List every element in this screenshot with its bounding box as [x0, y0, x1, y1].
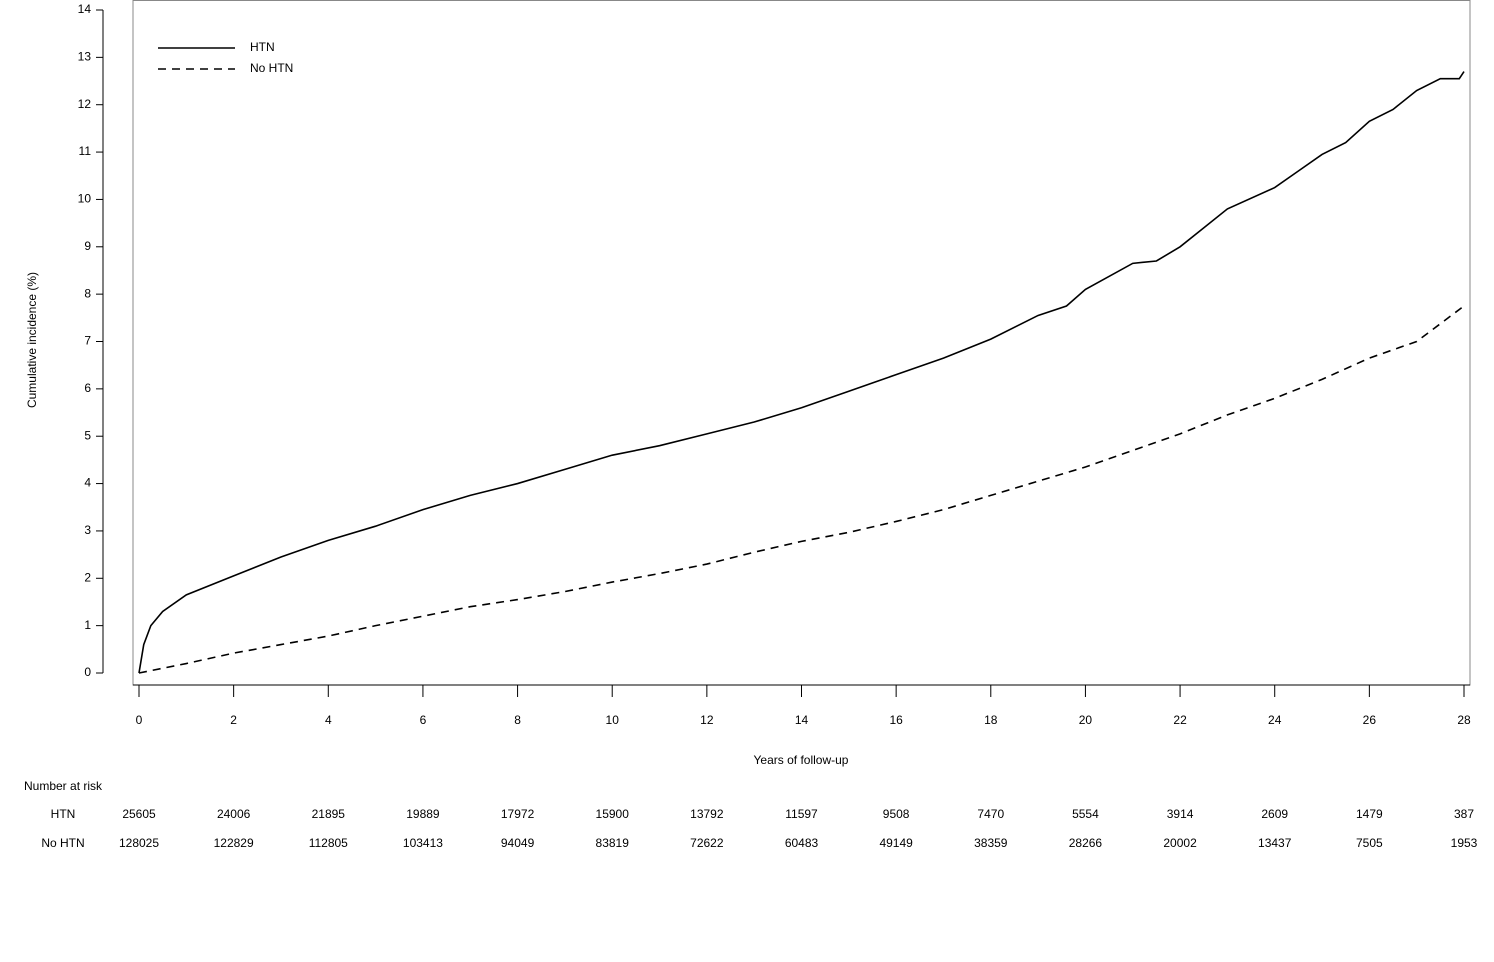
x-tick-label: 10	[606, 713, 620, 727]
risk-row-label: No HTN	[41, 836, 84, 850]
x-tick-label: 4	[325, 713, 332, 727]
x-tick-label: 28	[1457, 713, 1471, 727]
y-tick-label: 13	[78, 50, 92, 64]
risk-value: 7505	[1356, 836, 1383, 850]
risk-value: 7470	[977, 807, 1004, 821]
y-tick-label: 7	[84, 334, 91, 348]
risk-value: 25605	[122, 807, 156, 821]
series-line	[138, 71, 1465, 674]
x-tick-label: 18	[984, 713, 998, 727]
risk-value: 21895	[312, 807, 346, 821]
y-tick-label: 10	[78, 192, 92, 206]
y-tick-label: 0	[84, 665, 91, 679]
risk-value: 19889	[406, 807, 440, 821]
x-tick-label: 16	[889, 713, 903, 727]
x-tick-label: 8	[514, 713, 521, 727]
risk-value: 49149	[879, 836, 913, 850]
legend-label: HTN	[250, 40, 275, 54]
risk-value: 28266	[1069, 836, 1103, 850]
x-tick-label: 6	[420, 713, 427, 727]
y-tick-label: 1	[84, 618, 91, 632]
risk-value: 24006	[217, 807, 251, 821]
x-axis-label: Years of follow-up	[754, 753, 849, 767]
legend-label: No HTN	[250, 61, 293, 75]
risk-value: 1479	[1356, 807, 1383, 821]
risk-value: 13792	[690, 807, 724, 821]
risk-value: 2609	[1261, 807, 1288, 821]
y-tick-label: 4	[84, 476, 91, 490]
risk-value: 5554	[1072, 807, 1099, 821]
x-tick-label: 2	[230, 713, 237, 727]
risk-value: 112805	[309, 836, 348, 850]
series-line	[138, 305, 1465, 674]
x-tick-label: 0	[136, 713, 143, 727]
risk-value: 83819	[596, 836, 630, 850]
y-tick-label: 8	[84, 286, 91, 300]
risk-value: 94049	[501, 836, 535, 850]
y-axis-label: Cumulative incidence (%)	[25, 272, 39, 408]
risk-value: 1953	[1451, 836, 1478, 850]
y-tick-label: 3	[84, 523, 91, 537]
y-tick-label: 6	[84, 381, 91, 395]
risk-row-label: HTN	[51, 807, 76, 821]
x-tick-label: 26	[1363, 713, 1377, 727]
plot-frame	[132, 0, 1471, 686]
y-tick-label: 9	[84, 239, 91, 253]
risk-value: 128025	[119, 836, 159, 850]
risk-table-title: Number at risk	[24, 779, 103, 793]
risk-value: 60483	[785, 836, 819, 850]
y-tick-label: 2	[84, 570, 91, 584]
y-tick-label: 14	[78, 2, 92, 16]
y-tick-label: 12	[78, 97, 92, 111]
x-tick-label: 20	[1079, 713, 1093, 727]
risk-value: 11597	[785, 807, 818, 821]
x-tick-label: 14	[795, 713, 809, 727]
risk-value: 17972	[501, 807, 535, 821]
risk-value: 3914	[1167, 807, 1194, 821]
risk-value: 103413	[403, 836, 443, 850]
risk-value: 9508	[883, 807, 910, 821]
x-tick-label: 12	[700, 713, 714, 727]
risk-value: 15900	[596, 807, 630, 821]
risk-value: 13437	[1258, 836, 1292, 850]
risk-value: 38359	[974, 836, 1008, 850]
x-tick-label: 22	[1173, 713, 1187, 727]
y-tick-label: 11	[79, 144, 92, 158]
y-tick-label: 5	[84, 428, 91, 442]
risk-value: 387	[1454, 807, 1474, 821]
risk-value: 20002	[1163, 836, 1197, 850]
x-tick-label: 24	[1268, 713, 1282, 727]
risk-value: 72622	[690, 836, 724, 850]
risk-value: 122829	[214, 836, 254, 850]
